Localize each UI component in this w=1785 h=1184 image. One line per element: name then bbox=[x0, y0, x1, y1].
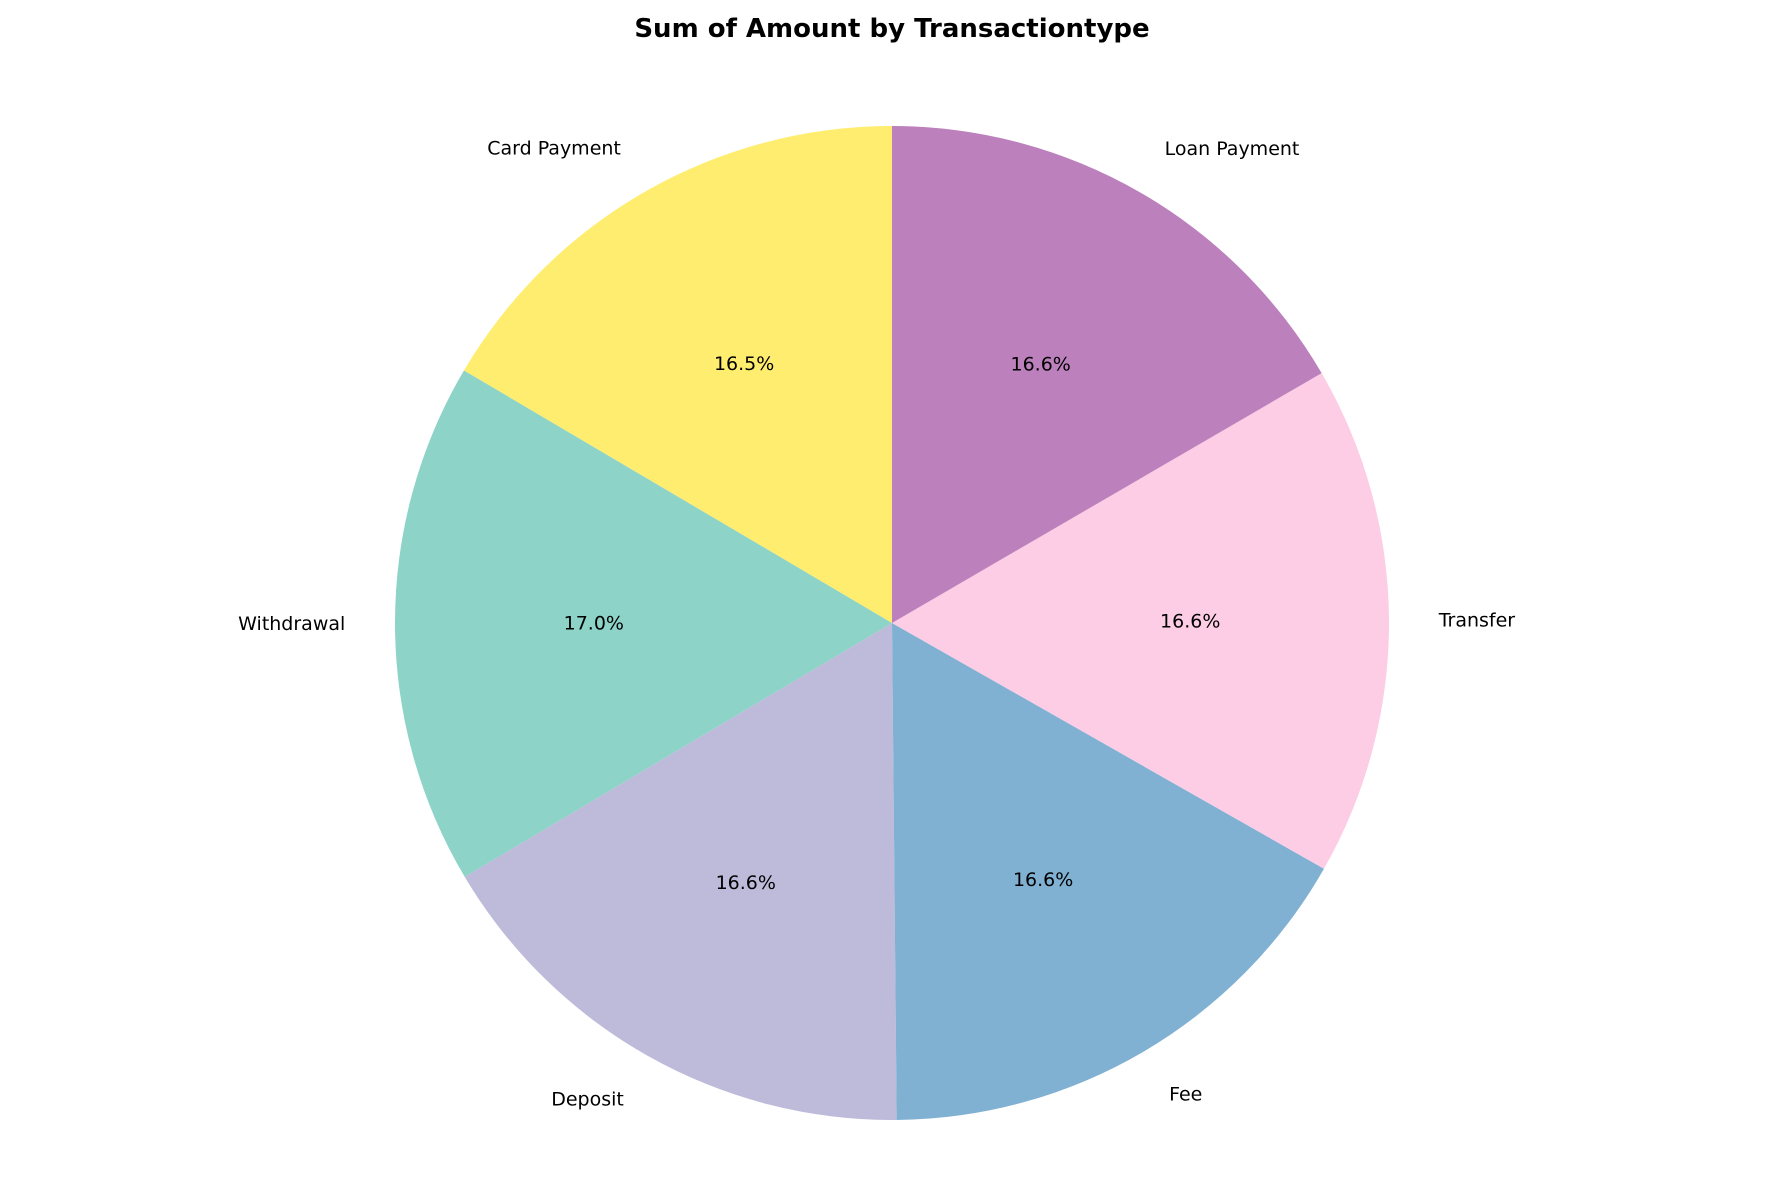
chart-title: Sum of Amount by Transactiontype bbox=[634, 14, 1149, 44]
pie-slice-deposit bbox=[464, 623, 897, 1120]
percent-label-deposit: 16.6% bbox=[716, 872, 776, 894]
category-labels: Card Payment Withdrawal Deposit Fee Transfer… bbox=[238, 137, 1515, 1110]
pie-slice-transfer bbox=[892, 373, 1389, 869]
percent-labels: 16.5% 17.0% 16.6% 16.6% 16.6% 16.6% bbox=[564, 353, 1221, 894]
category-label-fee: Fee bbox=[1169, 1083, 1202, 1105]
pie-slices bbox=[395, 125, 1389, 1120]
percent-label-transfer: 16.6% bbox=[1160, 611, 1220, 633]
percent-label-fee: 16.6% bbox=[1013, 869, 1073, 891]
category-label-transfer: Transfer bbox=[1438, 609, 1516, 631]
category-label-card-payment: Card Payment bbox=[487, 137, 621, 159]
category-label-withdrawal: Withdrawal bbox=[238, 613, 345, 635]
pie-slice-card-payment bbox=[463, 126, 892, 623]
percent-label-withdrawal: 17.0% bbox=[564, 612, 624, 634]
pie-slice-loan-payment bbox=[892, 125, 1322, 623]
pie-slice-withdrawal bbox=[395, 370, 892, 877]
pie-slice-fee bbox=[892, 623, 1324, 1120]
category-label-deposit: Deposit bbox=[551, 1088, 624, 1110]
percent-label-card-payment: 16.5% bbox=[714, 353, 774, 375]
category-label-loan-payment: Loan Payment bbox=[1165, 138, 1300, 160]
percent-label-loan-payment: 16.6% bbox=[1011, 354, 1071, 376]
